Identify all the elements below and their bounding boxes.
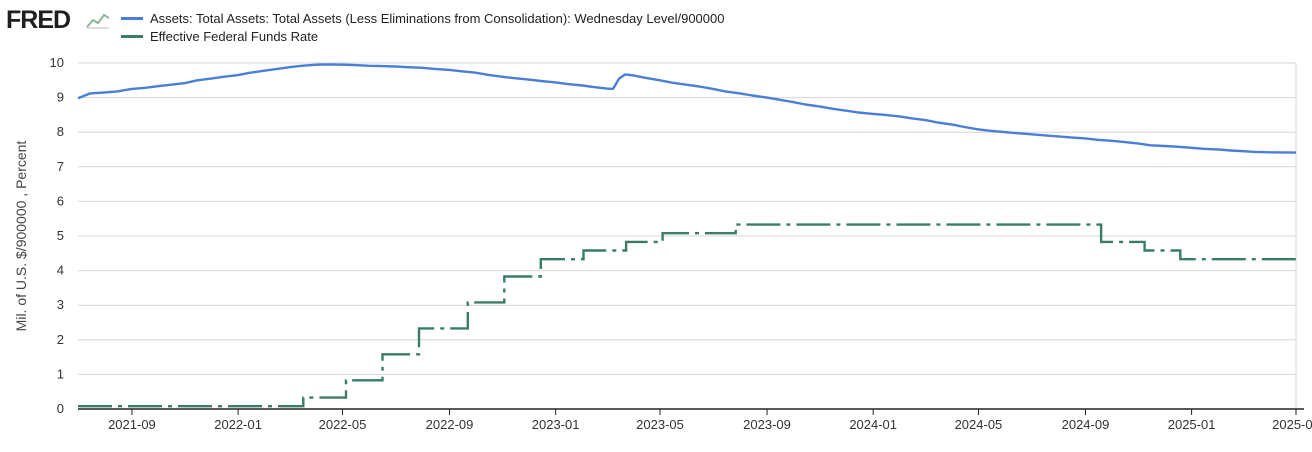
line-chart[interactable]: 0 1 2 3 4 5 6 7 8 9 10 2021-09 2022-01 2022-05 2022-0… — [0, 46, 1312, 446]
series-line-assets[interactable] — [77, 63, 1297, 154]
x-tick-label: 2023-05 — [636, 417, 684, 432]
legend-label-assets: Assets: Total Assets: Total Assets (Less… — [150, 10, 725, 26]
y-tick-label: 6 — [57, 193, 64, 208]
x-tick-label: 2022-05 — [319, 417, 367, 432]
x-tick-label: 2024-01 — [849, 417, 897, 432]
y-tick-label: 4 — [57, 263, 64, 278]
x-tick-label: 2025-05 — [1272, 417, 1312, 432]
series-line-ffr[interactable] — [78, 223, 1296, 408]
y-axis-label: Mil. of U.S. $/900000 , Percent — [13, 141, 29, 332]
x-tick-label: 2024-09 — [1062, 417, 1110, 432]
legend-label-ffr: Effective Federal Funds Rate — [150, 28, 319, 44]
x-tick-label: 2022-09 — [426, 417, 474, 432]
x-axis-ticks: 2021-09 2022-01 2022-05 2022-09 2023-01 2023-… — [78, 408, 1312, 432]
y-tick-label: 9 — [57, 90, 64, 105]
y-tick-label: 5 — [57, 228, 64, 243]
legend-swatch-ffr — [121, 34, 143, 38]
y-tick-label: 8 — [57, 124, 64, 139]
y-tick-label: 7 — [57, 159, 64, 174]
series-lines — [77, 63, 1297, 408]
legend-swatch-assets — [121, 16, 143, 20]
grid-lines — [78, 62, 1297, 410]
chart-header: FRED Assets: Total Assets: Total Assets … — [0, 0, 1312, 46]
y-tick-label: 10 — [50, 55, 64, 70]
x-tick-label: 2024-05 — [955, 417, 1003, 432]
y-tick-label: 0 — [57, 401, 64, 416]
y-tick-label: 1 — [57, 366, 64, 381]
x-tick-label: 2023-01 — [532, 417, 580, 432]
y-tick-label: 3 — [57, 297, 64, 312]
legend-item-ffr[interactable]: Effective Federal Funds Rate — [121, 28, 318, 44]
x-tick-label: 2021-09 — [108, 417, 156, 432]
y-tick-label: 2 — [57, 332, 64, 347]
x-tick-label: 2022-01 — [214, 417, 262, 432]
legend-item-assets[interactable]: Assets: Total Assets: Total Assets (Less… — [121, 10, 724, 26]
y-axis-ticks: 0 1 2 3 4 5 6 7 8 9 10 — [50, 55, 64, 416]
line-chart-icon — [86, 13, 110, 29]
x-tick-label: 2023-09 — [743, 417, 791, 432]
fred-logo[interactable]: FRED — [6, 6, 71, 34]
x-tick-label: 2025-01 — [1168, 417, 1216, 432]
